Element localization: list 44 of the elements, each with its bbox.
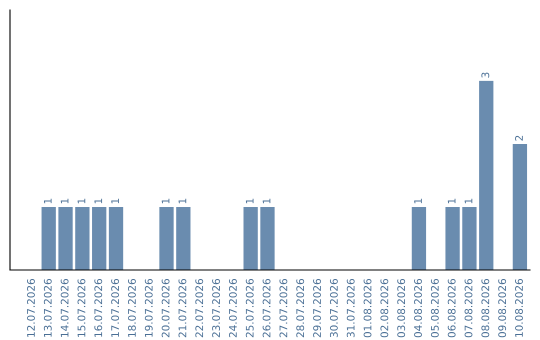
data-label: 1 [262,198,270,204]
x-tick-label: 06.08.2026 [448,278,456,338]
data-label: 1 [111,198,119,204]
x-tick-label: 10.08.2026 [515,278,523,337]
x-tick-label: 01.08.2026 [364,278,372,338]
data-label: 3 [481,72,490,78]
data-label: 1 [246,198,254,204]
x-tick-label: 05.08.2026 [430,278,439,338]
x-tick-label: 14.07.2026 [60,278,69,337]
x-tick-label: 30.07.2026 [330,278,338,338]
data-label: 1 [178,198,186,204]
x-tick-label: 08.08.2026 [481,278,490,338]
x-tick-label: 24.07.2026 [228,278,237,338]
data-label: 1 [414,198,422,204]
x-tick-label: 02.08.2026 [380,278,388,338]
x-tick-label: 29.07.2026 [313,278,321,338]
x-tick-label: 18.07.2026 [128,278,136,337]
data-label: 1 [94,198,102,204]
x-tick-label: 04.08.2026 [414,278,422,338]
x-tick-label: 23.07.2026 [212,278,220,338]
data-label: 1 [60,198,68,204]
x-tick-label: 27.07.2026 [279,278,288,338]
data-label: 1 [44,198,52,204]
x-tick-label: 28.07.2026 [296,278,304,338]
x-tick-label: 16.07.2026 [94,278,102,337]
data-label: 2 [515,136,523,141]
x-tick-label: 31.07.2026 [346,278,355,338]
x-tick-label: 13.07.2026 [44,278,52,337]
x-tick-label: 25.07.2026 [246,278,254,338]
x-tick-label: 20.07.2026 [162,278,170,338]
x-tick-label: 07.08.2026 [464,278,472,338]
x-tick-label: 21.07.2026 [178,278,186,338]
data-label: 1 [78,198,86,204]
x-tick-label: 17.07.2026 [111,278,120,337]
x-tick-label: 15.07.2026 [78,278,86,337]
x-tick-label: 09.08.2026 [498,278,506,338]
x-tick-label: 22.07.2026 [195,278,204,338]
data-label: 1 [162,198,170,204]
x-tick-label: 19.07.2026 [144,278,153,337]
x-tick-label: 03.08.2026 [397,278,406,338]
data-label: 1 [448,198,456,204]
data-label: 1 [464,198,472,204]
x-tick-label: 12.07.2026 [27,278,35,337]
x-tick-label: 26.07.2026 [262,278,270,338]
